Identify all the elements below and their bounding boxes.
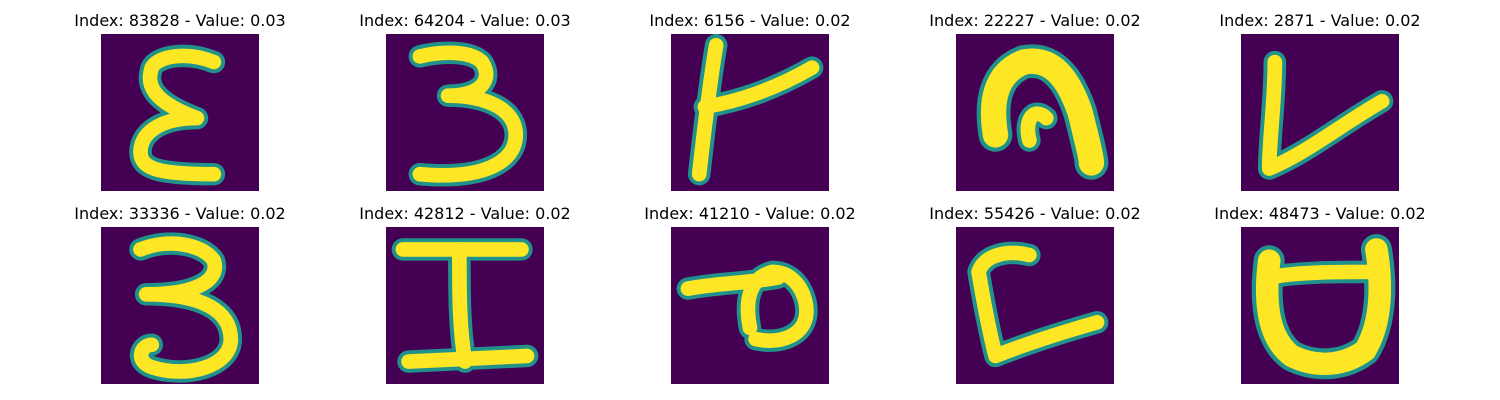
glyph-image-k-like — [671, 34, 829, 191]
panel-title: Index: 42812 - Value: 0.02 — [359, 204, 571, 223]
panel-title: Index: 64204 - Value: 0.03 — [359, 11, 571, 30]
glyph-image-three — [101, 227, 259, 384]
panel-title: Index: 55426 - Value: 0.02 — [929, 204, 1141, 223]
panel-title: Index: 83828 - Value: 0.03 — [74, 11, 286, 30]
glyph-image-u-like — [1241, 227, 1399, 384]
panel-title: Index: 41210 - Value: 0.02 — [644, 204, 856, 223]
glyph-image-rotated-p — [671, 227, 829, 384]
glyph-image-capital-i — [386, 227, 544, 384]
panel-title: Index: 33336 - Value: 0.02 — [74, 204, 286, 223]
panel-title: Index: 48473 - Value: 0.02 — [1214, 204, 1426, 223]
panel-title: Index: 2871 - Value: 0.02 — [1219, 11, 1421, 30]
panel-title: Index: 22227 - Value: 0.02 — [929, 11, 1141, 30]
glyph-image-l-like — [956, 227, 1114, 384]
glyph-image-epsilon — [101, 34, 259, 191]
glyph-image-arch — [956, 34, 1114, 191]
glyph-image-three — [386, 34, 544, 191]
panel-title: Index: 6156 - Value: 0.02 — [649, 11, 851, 30]
glyph-image-v-like — [1241, 34, 1399, 191]
